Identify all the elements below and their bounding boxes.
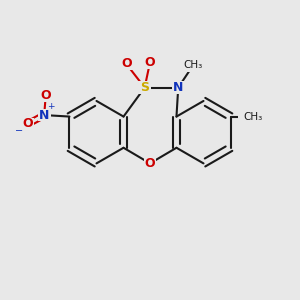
FancyBboxPatch shape (172, 81, 184, 94)
FancyBboxPatch shape (144, 56, 156, 69)
Text: O: O (121, 57, 131, 70)
Text: O: O (145, 157, 155, 170)
Text: −: − (16, 125, 24, 136)
Text: +: + (47, 102, 55, 111)
Text: O: O (40, 89, 51, 102)
Text: O: O (22, 118, 33, 130)
FancyBboxPatch shape (38, 109, 51, 121)
FancyBboxPatch shape (120, 58, 133, 70)
FancyBboxPatch shape (178, 59, 208, 71)
FancyBboxPatch shape (138, 81, 151, 94)
FancyBboxPatch shape (238, 110, 268, 123)
FancyBboxPatch shape (144, 157, 156, 170)
Text: N: N (173, 81, 183, 94)
FancyBboxPatch shape (39, 89, 52, 102)
Text: CH₃: CH₃ (184, 60, 203, 70)
Text: N: N (39, 109, 50, 122)
FancyBboxPatch shape (22, 118, 34, 130)
Text: CH₃: CH₃ (243, 112, 262, 122)
Text: O: O (145, 56, 155, 69)
Text: S: S (140, 81, 149, 94)
